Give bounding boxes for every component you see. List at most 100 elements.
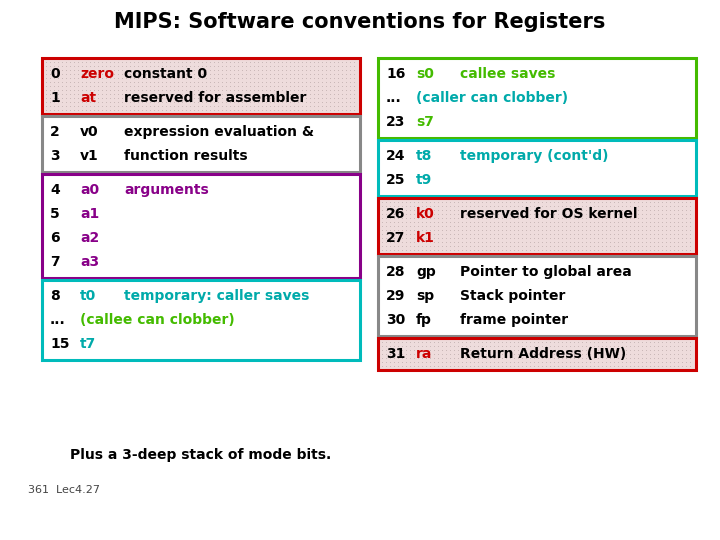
Point [341,90,352,98]
Text: 28: 28 [386,265,405,279]
Point [224,102,235,110]
Point [324,90,336,98]
Point [452,210,464,218]
Point [644,350,656,359]
Point [472,338,484,346]
Point [600,238,612,246]
Point [56,102,68,110]
Point [540,230,552,238]
Point [305,78,316,86]
Point [532,246,544,254]
Point [384,206,396,214]
Point [432,362,444,370]
Text: a0: a0 [80,183,99,197]
Point [172,58,184,66]
Point [152,58,163,66]
Text: 29: 29 [386,289,405,303]
Point [256,70,268,78]
Point [652,242,664,251]
Point [440,234,451,242]
Point [460,198,472,206]
Point [588,350,600,359]
Point [320,58,332,66]
Point [665,362,676,370]
Point [380,226,392,234]
Point [464,242,476,251]
Point [76,82,88,90]
Point [636,357,648,366]
Point [596,357,608,366]
Point [89,62,100,70]
Point [384,210,396,218]
Point [536,230,548,238]
Point [668,234,680,242]
Point [648,222,660,231]
Point [604,342,616,350]
Point [492,210,504,218]
Point [269,86,280,94]
Point [656,346,667,354]
Point [560,218,572,226]
Point [144,102,156,110]
Point [89,90,100,98]
Point [336,86,348,94]
Point [328,73,340,82]
Point [488,346,500,354]
Point [125,62,136,70]
Point [80,66,91,75]
Point [188,98,199,106]
Point [500,234,512,242]
Point [132,78,144,86]
Point [312,66,324,75]
Point [504,354,516,362]
Point [656,357,667,366]
Point [665,242,676,251]
Point [444,342,456,350]
Point [392,357,404,366]
Point [80,106,91,114]
Point [536,246,548,254]
Point [396,206,408,214]
Point [252,93,264,102]
Point [328,66,340,75]
Point [228,73,240,82]
Point [544,201,556,210]
Point [284,106,296,114]
Point [341,58,352,66]
Point [604,234,616,242]
Point [460,357,472,366]
Point [348,70,360,78]
Point [560,246,572,254]
Point [197,78,208,86]
Point [252,82,264,90]
Point [560,234,572,242]
Point [600,198,612,206]
Point [684,230,696,238]
Point [452,357,464,366]
Point [116,98,127,106]
Point [644,230,656,238]
Point [288,62,300,70]
Point [204,66,216,75]
Point [588,338,600,346]
Point [388,214,400,222]
Point [161,90,172,98]
Point [636,362,648,370]
Point [300,106,312,114]
Point [332,66,343,75]
Point [388,226,400,234]
Point [468,242,480,251]
Point [89,82,100,90]
Point [632,230,644,238]
Point [684,246,696,254]
Point [476,246,487,254]
Point [244,106,256,114]
Point [305,58,316,66]
Point [392,350,404,359]
Point [660,201,672,210]
Point [144,82,156,90]
Point [572,354,584,362]
Point [416,206,428,214]
Point [424,238,436,246]
Point [284,62,296,70]
